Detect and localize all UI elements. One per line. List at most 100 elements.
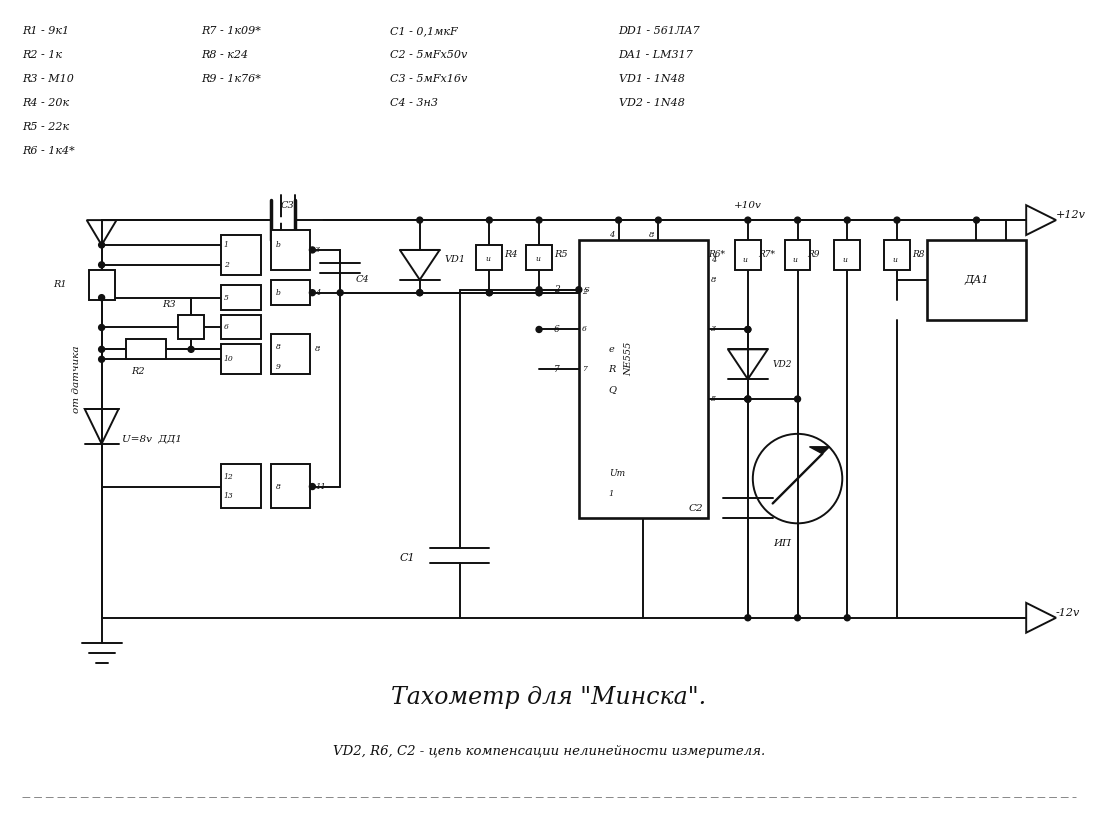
Text: R2 - 1к: R2 - 1к — [22, 50, 63, 60]
Circle shape — [536, 217, 542, 223]
Text: 9: 9 — [276, 363, 280, 371]
Text: 8: 8 — [276, 483, 280, 491]
Circle shape — [844, 615, 850, 621]
Text: R4 - 20к: R4 - 20к — [22, 98, 69, 108]
Text: 5: 5 — [712, 395, 716, 403]
Circle shape — [417, 290, 423, 295]
Circle shape — [656, 217, 661, 223]
Text: 7: 7 — [582, 365, 586, 373]
Text: VD1: VD1 — [445, 255, 466, 264]
Bar — [579, 240, 708, 519]
Text: Um: Um — [608, 469, 625, 479]
Circle shape — [486, 217, 492, 223]
Circle shape — [536, 287, 542, 293]
Circle shape — [844, 217, 850, 223]
Text: 10: 10 — [224, 355, 234, 363]
Text: U=8v  ДД1: U=8v ДД1 — [122, 434, 181, 443]
Text: Q: Q — [608, 384, 617, 393]
Circle shape — [417, 217, 423, 223]
Text: R9: R9 — [807, 250, 820, 259]
Circle shape — [616, 217, 621, 223]
Text: R3 - М10: R3 - М10 — [22, 74, 74, 84]
Circle shape — [575, 287, 582, 293]
Bar — [221, 235, 260, 275]
Text: 7: 7 — [554, 365, 560, 374]
Text: R5 - 22к: R5 - 22к — [22, 122, 69, 132]
Bar — [526, 245, 552, 270]
Text: и: и — [793, 256, 797, 264]
Circle shape — [744, 217, 751, 223]
Text: 6: 6 — [224, 323, 228, 331]
Bar — [927, 240, 1027, 320]
Text: b: b — [276, 241, 280, 249]
Circle shape — [536, 290, 542, 295]
Text: -12v: -12v — [1056, 608, 1080, 618]
Text: C4: C4 — [355, 276, 369, 285]
Text: R7*: R7* — [758, 250, 775, 259]
Circle shape — [486, 290, 492, 295]
Text: 5: 5 — [224, 294, 228, 302]
Text: R7 - 1к09*: R7 - 1к09* — [201, 26, 261, 36]
Text: VD2: VD2 — [773, 360, 792, 369]
Bar — [221, 464, 260, 509]
Text: R5: R5 — [554, 250, 568, 259]
Text: R8: R8 — [911, 250, 925, 259]
Bar — [735, 240, 761, 270]
Text: DA1 - LM317: DA1 - LM317 — [618, 50, 694, 60]
Text: 3: 3 — [315, 246, 321, 254]
Text: Тахометр для "Минска".: Тахометр для "Минска". — [392, 685, 706, 709]
Bar — [270, 464, 311, 509]
Text: от датчика: от датчика — [72, 345, 81, 413]
Text: R8 - к24: R8 - к24 — [201, 50, 248, 60]
Text: 6: 6 — [582, 326, 586, 334]
Text: 1: 1 — [608, 489, 614, 497]
Text: C2: C2 — [688, 504, 703, 513]
Text: 12: 12 — [224, 473, 234, 481]
Circle shape — [99, 262, 104, 267]
Circle shape — [744, 396, 751, 402]
Text: R6 - 1к4*: R6 - 1к4* — [22, 146, 75, 155]
Text: C1: C1 — [400, 553, 415, 563]
Text: и: и — [743, 256, 748, 264]
Text: 8: 8 — [649, 231, 653, 239]
Text: R4: R4 — [504, 250, 518, 259]
Text: VD2, R6, C2 - цепь компенсации нелинейности измерителя.: VD2, R6, C2 - цепь компенсации нелинейно… — [333, 745, 765, 758]
Circle shape — [744, 396, 751, 402]
Circle shape — [744, 326, 751, 332]
Bar — [477, 245, 502, 270]
Bar — [89, 270, 114, 299]
Text: R6*: R6* — [708, 250, 725, 259]
Text: C3: C3 — [281, 200, 294, 209]
Circle shape — [310, 290, 315, 295]
Text: +12v: +12v — [1056, 210, 1086, 220]
Text: C4 - 3н3: C4 - 3н3 — [390, 98, 438, 108]
Text: 6: 6 — [554, 325, 560, 334]
Circle shape — [310, 247, 315, 253]
Bar — [126, 339, 166, 359]
Circle shape — [99, 242, 104, 248]
Text: 8: 8 — [276, 344, 280, 352]
Bar — [785, 240, 810, 270]
Bar — [221, 315, 260, 339]
Text: DD1 - 561ЛА7: DD1 - 561ЛА7 — [618, 26, 701, 36]
Text: 3: 3 — [712, 326, 716, 334]
Text: 4: 4 — [608, 231, 614, 239]
Bar — [270, 230, 311, 270]
Circle shape — [337, 290, 344, 295]
Text: 2: 2 — [224, 261, 228, 269]
Text: R: R — [608, 365, 616, 374]
Text: и: и — [842, 256, 848, 264]
Text: +10v: +10v — [733, 200, 762, 209]
Circle shape — [99, 357, 104, 362]
Text: C2 - 5мFх50v: C2 - 5мFх50v — [390, 50, 467, 60]
Text: 8: 8 — [712, 276, 716, 284]
Polygon shape — [809, 447, 829, 454]
Text: b: b — [276, 289, 280, 297]
Text: 4: 4 — [315, 289, 321, 297]
Text: NE555: NE555 — [624, 342, 634, 376]
Text: 13: 13 — [224, 492, 234, 501]
Text: ИП: ИП — [774, 539, 792, 548]
Circle shape — [99, 325, 104, 330]
Text: и: и — [535, 255, 540, 263]
Text: S: S — [584, 285, 590, 294]
